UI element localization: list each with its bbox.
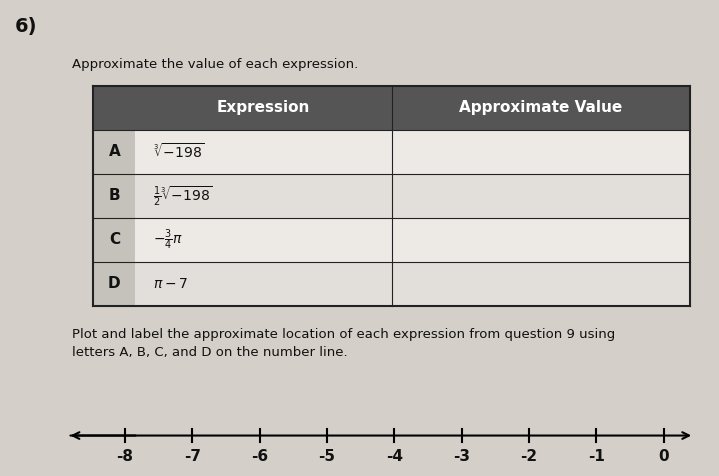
Bar (93, 262, 135, 306)
Text: Approximate Value: Approximate Value (459, 100, 623, 115)
Bar (93, 86, 135, 129)
Text: $-\frac{3}{4}\pi$: $-\frac{3}{4}\pi$ (153, 228, 183, 252)
Text: A: A (109, 144, 120, 159)
Text: -8: -8 (116, 449, 134, 464)
Text: $\pi - 7$: $\pi - 7$ (153, 277, 188, 291)
Text: Approximate the value of each expression.: Approximate the value of each expression… (72, 58, 358, 71)
Bar (135, 174, 392, 218)
Text: Expression: Expression (217, 100, 310, 115)
Text: Plot and label the approximate location of each expression from question 9 using: Plot and label the approximate location … (72, 328, 615, 359)
Text: C: C (109, 232, 120, 248)
Bar (135, 218, 392, 262)
Text: -2: -2 (521, 449, 538, 464)
Text: D: D (108, 276, 121, 291)
Bar (392, 174, 690, 218)
Bar (93, 218, 135, 262)
Bar (392, 86, 690, 129)
Text: 6): 6) (14, 17, 37, 36)
Bar (93, 174, 135, 218)
Text: 0: 0 (659, 449, 669, 464)
Text: -1: -1 (588, 449, 605, 464)
Bar (135, 262, 392, 306)
Text: -5: -5 (319, 449, 336, 464)
Text: -4: -4 (386, 449, 403, 464)
Text: -3: -3 (453, 449, 470, 464)
Text: -7: -7 (184, 449, 201, 464)
Bar (392, 129, 690, 174)
Bar (135, 86, 392, 129)
Bar (392, 262, 690, 306)
Bar (135, 129, 392, 174)
Text: B: B (109, 188, 120, 203)
Text: -6: -6 (251, 449, 268, 464)
Bar (392, 218, 690, 262)
Bar (93, 129, 135, 174)
Text: $\sqrt[3]{-198}$: $\sqrt[3]{-198}$ (153, 142, 205, 161)
Text: $\frac{1}{2}\sqrt[3]{-198}$: $\frac{1}{2}\sqrt[3]{-198}$ (153, 184, 213, 208)
